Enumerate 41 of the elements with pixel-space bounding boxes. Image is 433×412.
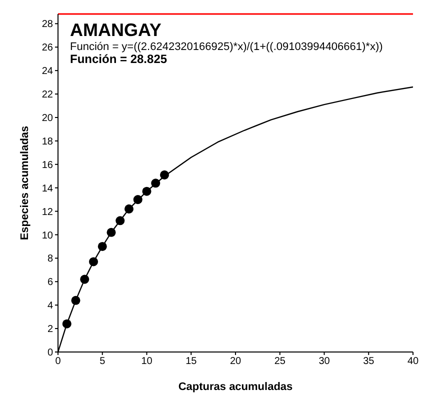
y-tick-label: 24 <box>42 66 54 78</box>
x-tick-label: 5 <box>100 356 106 368</box>
x-tick-label: 10 <box>141 356 153 368</box>
point <box>106 228 116 237</box>
y-tick-label: 10 <box>42 230 54 242</box>
y-tick-label: 6 <box>47 277 54 288</box>
y-tick-label: 26 <box>42 42 54 54</box>
y-axis-title: Especies acumuladas <box>18 126 31 240</box>
x-tick-label: 30 <box>318 356 330 368</box>
x-axis-title: Capturas acumuladas <box>178 381 293 393</box>
point <box>124 204 134 214</box>
point <box>160 170 170 180</box>
y-tick-label: 12 <box>42 206 54 218</box>
y-tick-label: 4 <box>47 300 54 312</box>
point <box>133 195 142 204</box>
y-tick-label: 28 <box>42 19 54 30</box>
y-tick-label: 18 <box>42 136 54 148</box>
y-tick-label: 22 <box>42 90 54 101</box>
x-tick-label: 0 <box>55 356 62 368</box>
point <box>116 216 125 226</box>
point <box>71 296 80 305</box>
x-tick-label: 35 <box>363 356 375 368</box>
y-tick-label: 20 <box>42 113 54 124</box>
x-tick-label: 20 <box>230 356 242 368</box>
y-tick-label: 16 <box>42 160 54 171</box>
point <box>88 257 98 266</box>
annotation: AMANGAY <box>70 20 162 41</box>
point <box>98 242 107 251</box>
point <box>62 319 72 328</box>
point <box>151 178 160 188</box>
y-tick-label: 0 <box>47 348 54 359</box>
y-tick-label: 14 <box>42 183 54 194</box>
point <box>80 274 90 284</box>
y-tick-label: 8 <box>47 254 54 265</box>
x-tick-label: 25 <box>274 356 286 368</box>
point <box>142 186 152 196</box>
annotation: Función = y=((2.6242320166925)*x)/(1+((.09103994406661)*x)) <box>70 40 383 54</box>
annotation: Función = 28.825 <box>70 52 168 68</box>
y-tick-label: 2 <box>47 324 54 336</box>
x-tick-label: 40 <box>407 356 419 368</box>
x-tick-label: 15 <box>186 356 198 368</box>
